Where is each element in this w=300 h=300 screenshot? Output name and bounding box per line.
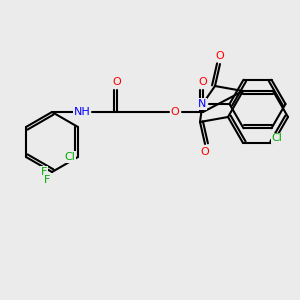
Text: O: O [201, 147, 209, 157]
Text: O: O [199, 77, 207, 87]
Text: O: O [171, 107, 179, 117]
Text: F: F [44, 175, 50, 185]
Text: O: O [112, 77, 122, 87]
Text: F: F [41, 167, 47, 177]
Text: Cl: Cl [271, 133, 282, 143]
Text: O: O [216, 51, 224, 61]
Text: NH: NH [74, 107, 90, 117]
Text: Cl: Cl [64, 152, 75, 162]
Text: N: N [198, 99, 207, 109]
